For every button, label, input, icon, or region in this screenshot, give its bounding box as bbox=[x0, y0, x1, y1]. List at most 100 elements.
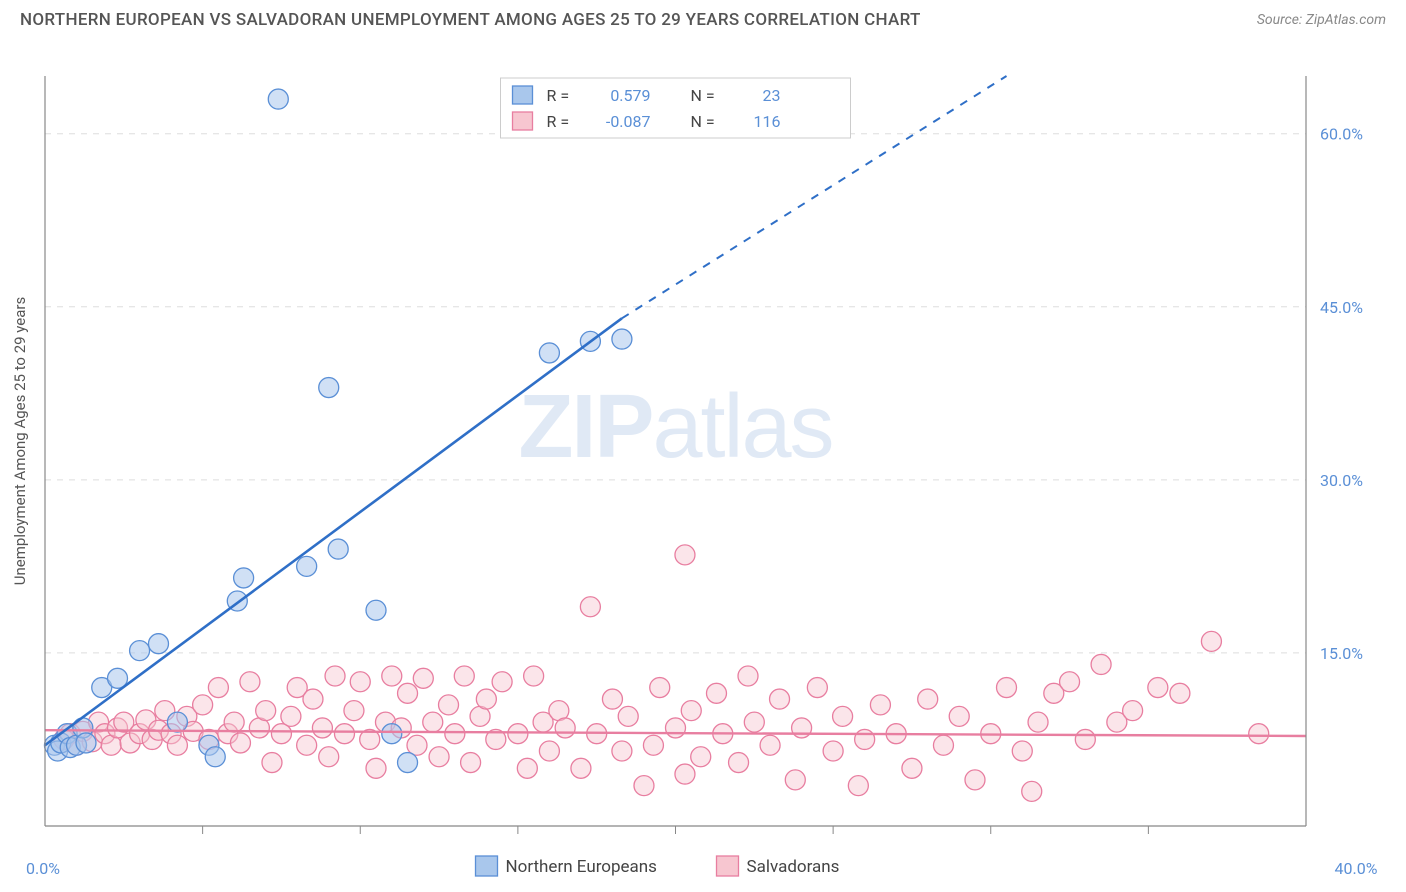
salvadorans-point bbox=[965, 770, 985, 790]
y-tick-label: 15.0% bbox=[1320, 644, 1363, 663]
northern-europeans-point bbox=[319, 378, 339, 398]
northern-europeans-point bbox=[234, 568, 254, 588]
bottom-legend-label: Northern Europeans bbox=[506, 857, 657, 877]
northern-europeans-point bbox=[539, 343, 559, 363]
salvadorans-point bbox=[319, 747, 339, 767]
salvadorans-point bbox=[706, 683, 726, 703]
northern-europeans-point bbox=[148, 634, 168, 654]
salvadorans-point bbox=[1123, 701, 1143, 721]
salvadorans-point bbox=[681, 701, 701, 721]
salvadorans-point bbox=[785, 770, 805, 790]
salvadorans-point bbox=[675, 764, 695, 784]
salvadorans-point bbox=[760, 735, 780, 755]
salvadorans-point bbox=[729, 753, 749, 773]
northern-europeans-point bbox=[398, 753, 418, 773]
salvadorans-point bbox=[918, 689, 938, 709]
salvadorans-point bbox=[870, 695, 890, 715]
salvadorans-point bbox=[1060, 672, 1080, 692]
salvadorans-point bbox=[398, 683, 418, 703]
salvadorans-point bbox=[256, 701, 276, 721]
salvadorans-point bbox=[634, 776, 654, 796]
salvadorans-point bbox=[517, 758, 537, 778]
salvadorans-point bbox=[738, 666, 758, 686]
salvadorans-point bbox=[807, 678, 827, 698]
salvadorans-point bbox=[413, 668, 433, 688]
salvadorans-point bbox=[833, 706, 853, 726]
salvadorans-point bbox=[524, 666, 544, 686]
salvadorans-point bbox=[602, 689, 622, 709]
salvadorans-point bbox=[1091, 654, 1111, 674]
legend-r-value: 0.579 bbox=[610, 86, 650, 105]
salvadorans-point bbox=[1170, 683, 1190, 703]
legend-n-label: N = bbox=[691, 86, 715, 105]
watermark: ZIPatlas bbox=[518, 377, 832, 477]
bottom-legend-label: Salvadorans bbox=[747, 857, 840, 877]
northern-europeans-point bbox=[167, 712, 187, 732]
salvadorans-point bbox=[445, 724, 465, 744]
salvadorans-point bbox=[344, 701, 364, 721]
salvadorans-point bbox=[366, 758, 386, 778]
legend-r-label: R = bbox=[547, 86, 570, 105]
legend-swatch bbox=[513, 86, 533, 104]
x-tick-label: 0.0% bbox=[26, 859, 60, 878]
northern-europeans-point bbox=[366, 600, 386, 620]
y-tick-label: 60.0% bbox=[1320, 125, 1363, 144]
scatter-chart: 15.0% 30.0% 45.0% 60.0% ZIPatlas 0.0% 40.0% R =… bbox=[0, 36, 1406, 886]
bottom-legend-swatch bbox=[717, 856, 739, 876]
salvadorans-point bbox=[848, 776, 868, 796]
salvadorans-point bbox=[823, 741, 843, 761]
salvadorans-point bbox=[303, 689, 323, 709]
northern-europeans-point bbox=[612, 329, 632, 349]
salvadorans-point bbox=[744, 712, 764, 732]
northern-europeans-point bbox=[268, 89, 288, 109]
salvadorans-point bbox=[350, 672, 370, 692]
legend-swatch bbox=[513, 112, 533, 130]
chart-source: Source: ZipAtlas.com bbox=[1257, 12, 1386, 28]
legend-n-value: 116 bbox=[754, 112, 781, 131]
salvadorans-point bbox=[650, 678, 670, 698]
salvadorans-point bbox=[612, 741, 632, 761]
salvadorans-point bbox=[902, 758, 922, 778]
salvadorans-point bbox=[429, 747, 449, 767]
salvadorans-point bbox=[281, 706, 301, 726]
northern-europeans-point bbox=[205, 747, 225, 767]
salvadorans-point bbox=[382, 666, 402, 686]
salvadorans-point bbox=[224, 712, 244, 732]
salvadorans-point bbox=[476, 689, 496, 709]
northern-europeans-point bbox=[297, 556, 317, 576]
y-tick-label: 30.0% bbox=[1320, 471, 1363, 490]
salvadorans-point bbox=[423, 712, 443, 732]
chart-title: NORTHERN EUROPEAN VS SALVADORAN UNEMPLOY… bbox=[20, 10, 921, 30]
salvadorans-point bbox=[492, 672, 512, 692]
salvadorans-point bbox=[691, 747, 711, 767]
y-tick-label: 45.0% bbox=[1320, 298, 1363, 317]
salvadorans-point bbox=[997, 678, 1017, 698]
salvadorans-point bbox=[439, 695, 459, 715]
salvadorans-point bbox=[555, 718, 575, 738]
salvadorans-point bbox=[933, 735, 953, 755]
salvadorans-point bbox=[334, 724, 354, 744]
salvadorans-point bbox=[666, 718, 686, 738]
northern-europeans-point bbox=[130, 641, 150, 661]
salvadorans-point bbox=[1075, 729, 1095, 749]
legend-r-value: -0.087 bbox=[606, 112, 651, 131]
salvadorans-point bbox=[312, 718, 332, 738]
chart-area: Unemployment Among Ages 25 to 29 years 1… bbox=[0, 36, 1406, 846]
salvadorans-point bbox=[571, 758, 591, 778]
salvadorans-point bbox=[643, 735, 663, 755]
salvadorans-point bbox=[240, 672, 260, 692]
x-tick-label: 40.0% bbox=[1335, 859, 1378, 878]
salvadorans-point bbox=[297, 735, 317, 755]
y-axis-label: Unemployment Among Ages 25 to 29 years bbox=[11, 297, 29, 585]
salvadorans-point bbox=[855, 729, 875, 749]
salvadorans-point bbox=[675, 545, 695, 565]
salvadorans-point bbox=[167, 735, 187, 755]
salvadorans-point bbox=[325, 666, 345, 686]
salvadorans-point bbox=[208, 678, 228, 698]
salvadorans-point bbox=[618, 706, 638, 726]
chart-header: NORTHERN EUROPEAN VS SALVADORAN UNEMPLOY… bbox=[0, 0, 1406, 36]
salvadorans-point bbox=[1028, 712, 1048, 732]
salvadorans-point bbox=[580, 597, 600, 617]
salvadorans-point bbox=[461, 753, 481, 773]
salvadorans-point bbox=[770, 689, 790, 709]
